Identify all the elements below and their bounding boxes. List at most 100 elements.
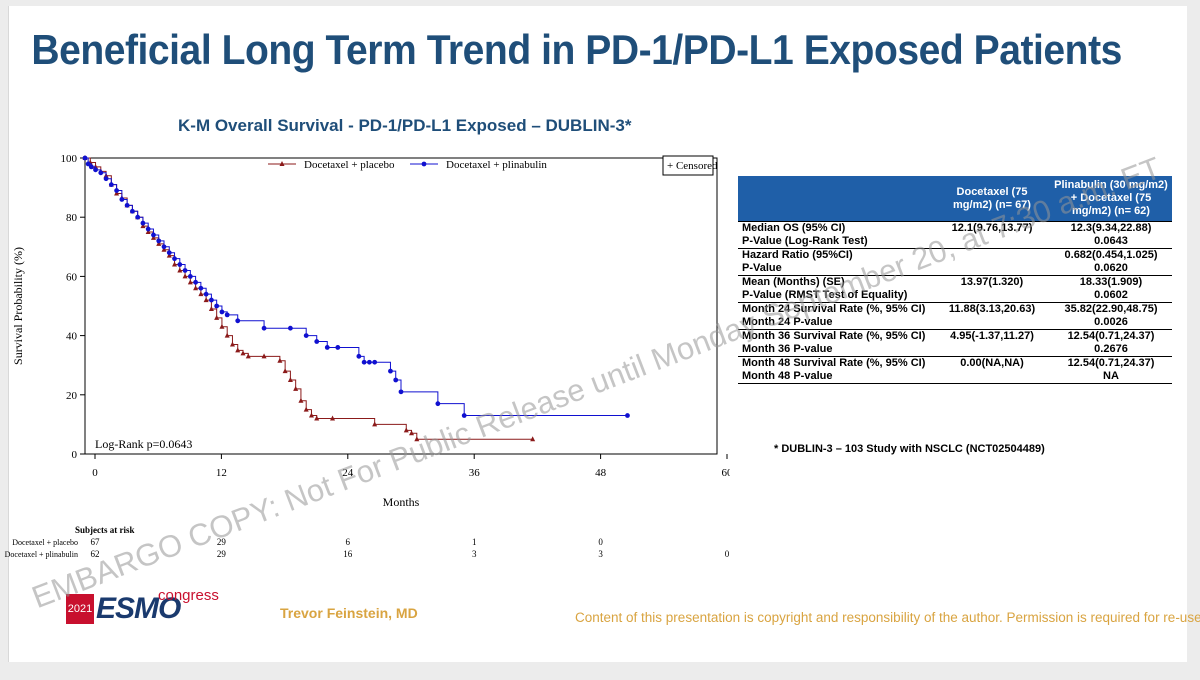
km-point-1 [119,197,125,202]
y-tick-label: 100 [61,153,78,165]
risk-table-title: Subjects at risk [75,525,135,535]
table-row: P-Value (Log-Rank Test) 0.0643 [738,235,1172,249]
legend-marker [279,161,285,166]
km-point-1 [172,256,177,262]
table-cell [934,343,1050,357]
km-point-1 [198,285,204,291]
km-point-0 [261,353,267,359]
km-point-1 [224,312,230,318]
km-point-0 [177,267,183,273]
table-row-label: Month 48 Survival Rate (%, 95% CI) [738,356,934,370]
x-tick-label: 12 [216,467,227,479]
censored-legend: + Censored [667,160,718,172]
table-cell: 12.3(9.34,22.88) [1050,221,1172,235]
esmo-logo-year: 2021 [66,594,94,624]
km-point-0 [308,412,314,418]
table-cell: 35.82(22.90,48.75) [1050,302,1172,316]
table-row: Mean (Months) (SE) 13.97(1.320) 18.33(1.90… [738,275,1172,289]
km-point-1 [335,345,341,350]
km-point-0 [282,368,288,374]
table-row-label: Month 48 P-value [738,370,934,384]
chart-legend: Docetaxel + placebo Docetaxel + plinabuli… [268,155,718,176]
km-point-1 [219,309,225,315]
km-point-1 [161,244,167,250]
table-cell [934,316,1050,330]
km-point-0 [409,430,415,436]
km-point-0 [161,246,167,252]
slide-title: Beneficial Long Term Trend in PD-1/PD-L1… [31,26,1122,73]
chart-series [82,155,630,442]
km-point-0 [277,357,283,363]
km-point-1 [303,333,309,338]
table-row: Month 36 P-value 0.2676 [738,343,1172,357]
table-row: P-Value (RMST Test of Equality) 0.0602 [738,289,1172,303]
km-point-0 [414,436,420,442]
risk-value: 16 [343,549,353,559]
km-point-0 [330,415,336,421]
km-point-0 [193,285,199,291]
km-point-0 [214,314,220,320]
km-point-1 [435,401,441,407]
table-cell: 12.1(9.76,13.77) [934,221,1050,235]
km-point-0 [224,332,230,338]
km-point-1 [393,377,399,383]
km-point-1 [93,167,98,173]
km-point-1 [151,232,156,238]
km-point-1 [261,325,267,331]
table-cell: 0.0620 [1094,262,1128,274]
risk-value: 67 [91,537,101,547]
km-point-0 [314,415,320,421]
km-point-0 [530,436,536,442]
table-cell [934,370,1050,384]
km-point-1 [398,389,404,395]
km-point-0 [298,397,304,403]
log-rank-annotation: Log-Rank p=0.0643 [95,437,192,451]
km-point-0 [156,240,162,246]
table-row: Median OS (95% CI) 12.1(9.76,13.77) 12.3(9… [738,221,1172,235]
km-point-0 [372,421,378,427]
table-header-row: Docetaxel (75 mg/m2) (n= 67) Plinabulin … [738,176,1172,222]
risk-value: 6 [346,537,351,547]
risk-value: 0 [598,537,603,547]
km-point-0 [303,406,309,412]
km-point-1 [88,164,94,170]
km-point-0 [403,427,409,433]
table-row: Hazard Ratio (95%CI) 0.682(0.454,1.025) [738,248,1172,262]
km-point-0 [235,347,241,353]
table-row-label: Hazard Ratio (95%CI) [738,248,934,262]
risk-row-label: Docetaxel + plinabulin [5,550,78,559]
km-point-1 [356,353,362,359]
results-table: Docetaxel (75 mg/m2) (n= 67) Plinabulin … [738,176,1172,384]
table-row-label: P-Value (RMST Test of Equality) [742,289,908,301]
table-cell: 4.95(-1.37,11.27) [934,329,1050,343]
table-cell [934,262,1050,276]
km-point-0 [208,305,214,311]
km-point-1 [372,359,378,365]
km-point-1 [135,214,141,220]
km-point-1 [203,291,209,297]
km-point-0 [219,323,225,329]
km-point-1 [124,202,130,208]
km-point-1 [209,297,214,303]
table-cell [934,289,1050,303]
km-point-0 [140,223,146,229]
x-axis-label: Months [383,495,420,509]
y-tick-label: 80 [66,212,78,224]
risk-value: 0 [725,549,730,559]
table-cell [934,248,1050,262]
km-point-0 [166,252,172,258]
km-point-1 [461,413,467,418]
legend-entry: Docetaxel + placebo [304,159,395,171]
km-curve-1 [85,157,628,417]
km-point-1 [145,226,151,232]
y-tick-label: 40 [66,331,78,343]
km-point-1 [187,274,193,279]
table-row: Month 24 P-value 0.0026 [738,316,1172,330]
table-row-label: Month 24 P-value [742,316,833,328]
table-cell: 13.97(1.320) [934,275,1050,289]
x-tick-label: 0 [92,467,98,479]
km-point-0 [203,297,209,303]
legend-marker [421,161,427,167]
table-row: Month 48 P-value NA [738,370,1172,384]
plot-frame [84,157,718,455]
